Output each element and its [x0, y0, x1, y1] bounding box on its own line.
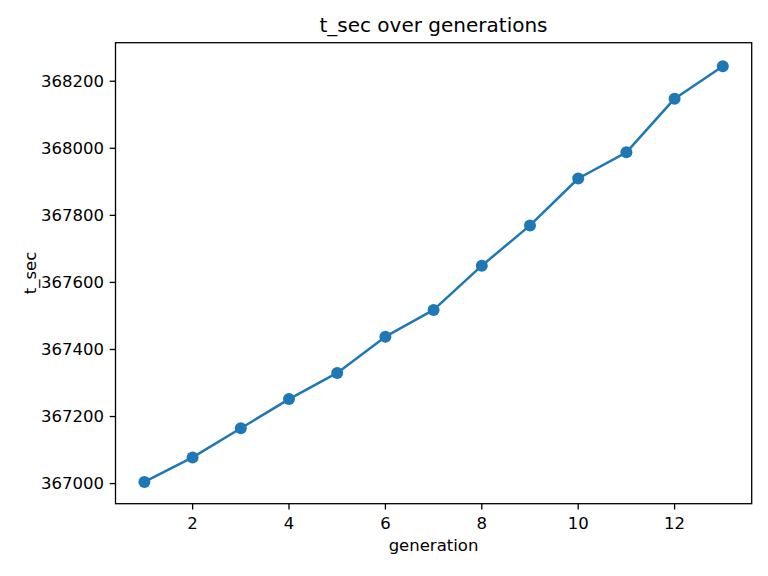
- x-tick-label: 6: [380, 514, 391, 533]
- data-point-marker: [428, 304, 440, 316]
- chart-figure: 2 4 6 8 10 12 367000 367200 367400 367600 367800 36…: [0, 0, 768, 576]
- data-point-marker: [379, 331, 391, 343]
- data-point-marker: [476, 260, 488, 272]
- y-tick-label: 367800: [41, 206, 104, 225]
- data-point-marker: [572, 173, 584, 185]
- y-tick-label: 368200: [41, 72, 104, 91]
- x-tick-label: 10: [568, 514, 589, 533]
- line-series: [144, 66, 722, 482]
- y-axis-label: t_sec: [21, 252, 40, 295]
- plot-svg: 2 4 6 8 10 12 367000 367200 367400 367600 367800 36…: [0, 0, 768, 576]
- plot-frame: [116, 43, 752, 504]
- data-point-marker: [331, 367, 343, 379]
- y-tick-label: 367200: [41, 407, 104, 426]
- y-tick-label: 367600: [41, 273, 104, 292]
- data-point-marker: [620, 146, 632, 158]
- x-tick-label: 4: [284, 514, 295, 533]
- y-tick-label: 368000: [41, 139, 104, 158]
- x-tick-label: 2: [187, 514, 198, 533]
- data-point-marker: [524, 219, 536, 231]
- data-point-marker: [187, 451, 199, 463]
- y-tick-label: 367000: [41, 474, 104, 493]
- chart-title: t_sec over generations: [115, 13, 752, 37]
- x-tick-label: 8: [477, 514, 488, 533]
- x-tick-label: 12: [664, 514, 685, 533]
- data-point-marker: [669, 93, 681, 105]
- x-axis-label: generation: [115, 536, 752, 555]
- data-point-marker: [717, 60, 729, 72]
- y-tick-label: 367400: [41, 340, 104, 359]
- data-point-marker: [235, 422, 247, 434]
- data-point-marker: [138, 476, 150, 488]
- data-point-marker: [283, 393, 295, 405]
